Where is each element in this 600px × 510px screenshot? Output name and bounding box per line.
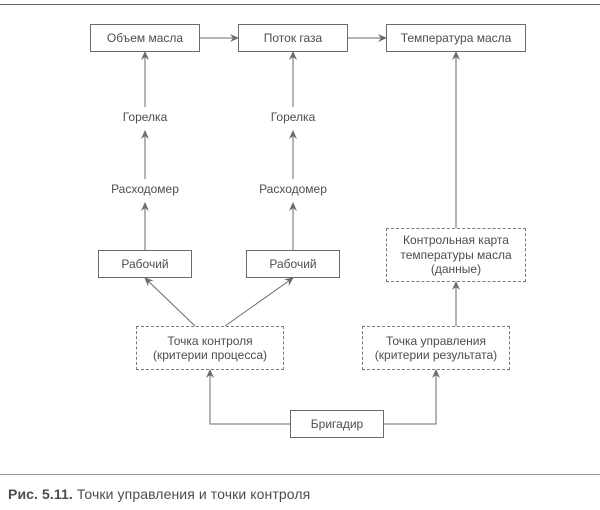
node-check-point: Точка контроля (критерии процесса): [136, 326, 284, 370]
node-worker-1: Рабочий: [98, 250, 192, 278]
caption-prefix: Рис. 5.11.: [8, 486, 73, 502]
caption-text: Точки управления и точки контроля: [77, 486, 310, 502]
edge-check_point-to-worker2: [225, 278, 293, 326]
edge-check_point-to-worker1: [145, 278, 195, 326]
node-gas-flow: Поток газа: [238, 24, 348, 52]
top-horizontal-rule: [0, 4, 600, 5]
edge-brigadir-to-check_point: [210, 370, 290, 424]
node-oil-volume: Объем масла: [90, 24, 200, 52]
node-flowmeter-1: Расходомер: [105, 182, 185, 200]
node-burner-2: Горелка: [261, 110, 325, 128]
node-burner-1: Горелка: [113, 110, 177, 128]
edge-brigadir-to-ctrl_point: [384, 370, 436, 424]
figure-caption: Рис. 5.11. Точки управления и точки конт…: [8, 486, 310, 502]
node-flowmeter-2: Расходомер: [253, 182, 333, 200]
node-ctrl-point: Точка управления (критерии результата): [362, 326, 510, 370]
node-brigadir: Бригадир: [290, 410, 384, 438]
node-control-card: Контрольная карта температуры масла (дан…: [386, 228, 526, 282]
diagram-canvas: Объем масла Поток газа Температура масла…: [0, 0, 600, 510]
node-oil-temp: Температура масла: [386, 24, 526, 52]
node-worker-2: Рабочий: [246, 250, 340, 278]
caption-horizontal-rule: [0, 474, 600, 475]
